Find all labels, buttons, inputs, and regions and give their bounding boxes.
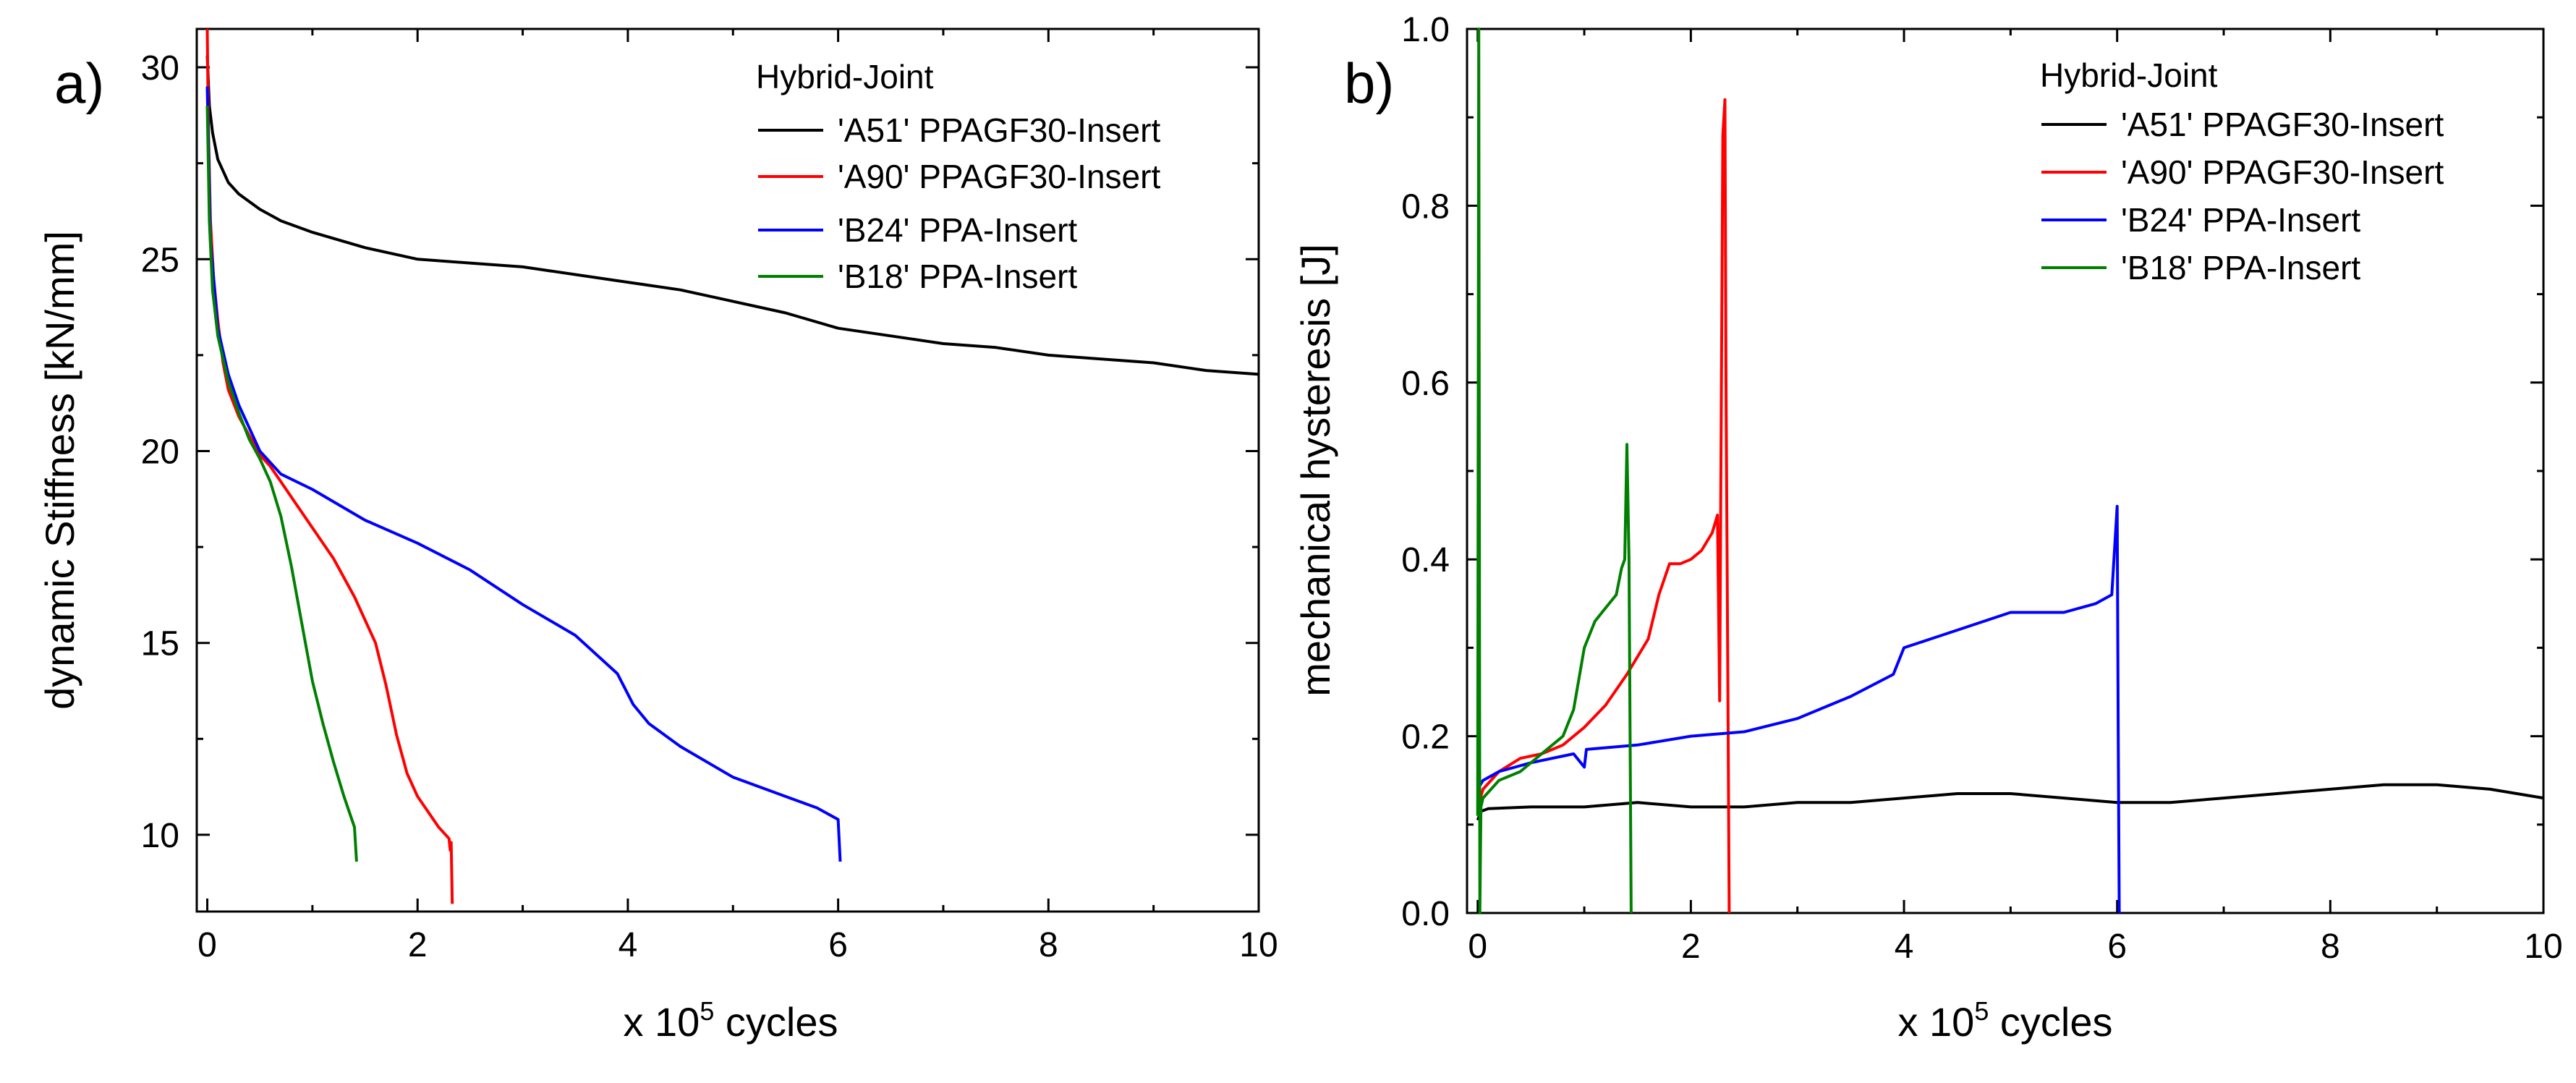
panel-a-x-tick-label: 4: [619, 926, 638, 964]
panel-b-legend-label-b24: 'B24' PPA-Insert: [2121, 201, 2360, 239]
panel-a-x-title-exponent: 5: [700, 996, 714, 1026]
panel-b-x-title-suffix: cycles: [1989, 999, 2112, 1045]
panel-b-y-tick-label: 0.4: [1401, 541, 1450, 579]
panel-b-tick-labels: 0 2 4 6 8 10 0.0 0.2 0.4 0.6 0.8 1.0: [1401, 11, 2562, 966]
panel-a-legend-label-a51: 'A51' PPAGF30-Insert: [838, 111, 1160, 149]
panel-b-y-axis-title: mechanical hysteresis [J]: [1293, 244, 1338, 697]
panel-b-y-tick-label: 0.8: [1401, 187, 1450, 226]
panel-a-x-tick-label: 10: [1239, 926, 1278, 964]
panel-a-legend-label-b18: 'B18' PPA-Insert: [838, 258, 1077, 295]
panel-a-tick-labels: 0 2 4 6 8 10 10 15 20 25 30: [141, 49, 1278, 964]
panel-b-legend-label-a51: 'A51' PPAGF30-Insert: [2121, 106, 2444, 143]
panel-a-legend: Hybrid-Joint 'A51' PPAGF30-Insert 'A90' …: [756, 58, 1160, 295]
panel-b-x-tick-label: 2: [1681, 927, 1701, 966]
panel-b-label: b): [1344, 51, 1394, 115]
panel-a-series-line-b18-ppa-insert: [205, 106, 358, 862]
panel-b-series: [1476, 27, 2544, 914]
panel-b-x-tick-label: 10: [2524, 927, 2562, 966]
panel-b-x-title-prefix: x 10: [1897, 999, 1974, 1045]
panel-a-y-tick-label: 20: [141, 433, 179, 471]
panel-b-y-tick-label: 1.0: [1401, 11, 1450, 49]
panel-b-x-tick-label: 0: [1468, 927, 1487, 966]
panel-b-x-title-exponent: 5: [1974, 996, 1989, 1026]
panel-b-x-tick-label: 4: [1895, 927, 1914, 966]
panel-b-legend-label-b18: 'B18' PPA-Insert: [2121, 249, 2360, 286]
panel-a-y-tick-label: 15: [141, 625, 179, 663]
panel-b-x-tick-label: 8: [2321, 927, 2340, 966]
panel-a-series-line-a51-ppagf30-insert: [205, 56, 1259, 376]
panel-b-legend-label-a90: 'A90' PPAGF30-Insert: [2121, 153, 2444, 191]
panel-a-y-axis-title: dynamic Stiffness [kN/mm]: [37, 231, 82, 710]
panel-a-x-tick-label: 2: [408, 926, 428, 964]
panel-a-y-tick-label: 25: [141, 241, 179, 279]
panel-a-series-line-a90-ppagf30-insert: [205, 28, 454, 904]
panel-b-x-tick-label: 6: [2107, 927, 2127, 966]
panel-b-series-line-a51-ppagf30-insert: [1476, 783, 2544, 821]
panel-b-legend-title: Hybrid-Joint: [2040, 56, 2218, 94]
panel-a-x-tick-label: 0: [197, 926, 217, 964]
panel-a-x-title-suffix: cycles: [714, 999, 838, 1045]
panel-b-ticks: [1467, 27, 2545, 914]
panel-a-y-tick-label: 30: [141, 49, 179, 88]
panel-a-x-tick-label: 6: [828, 926, 848, 964]
panel-a-frame: [195, 27, 1260, 913]
panel-a-label: a): [54, 51, 104, 115]
panel-a-series-line-b24-ppa-insert: [205, 86, 842, 862]
panel-b-y-tick-label: 0.6: [1401, 365, 1450, 403]
panel-b-y-tick-label: 0.2: [1401, 718, 1450, 757]
panel-a-legend-label-b24: 'B24' PPA-Insert: [838, 211, 1077, 249]
panel-a-y-tick-label: 10: [141, 817, 179, 855]
panel-b-series-line-b18-ppa-insert: [1476, 27, 1633, 914]
panel-a-legend-title: Hybrid-Joint: [756, 58, 934, 95]
chart-panel-b: b) 0 2 4 6 8 10 0.0 0.2 0.4 0.6 0.8 1.0 mechanical …: [1293, 11, 2563, 1045]
panel-a-x-title-prefix: x 10: [623, 999, 700, 1045]
chart-panel-a: a) 0 2 4 6 8 10 10 15 20 25 30 dynamic Stiffness […: [37, 27, 1278, 1045]
panel-a-series: [205, 28, 1259, 904]
panel-b-series-line-a90-ppagf30-insert: [1476, 98, 1731, 914]
panel-b-series-line-b24-ppa-insert: [1476, 504, 2121, 914]
panel-a-ticks: [197, 29, 1260, 912]
panel-b-x-axis-title: x 105 cycles: [1897, 996, 2112, 1045]
panel-b-legend: Hybrid-Joint 'A51' PPAGF30-Insert 'A90' …: [2040, 56, 2444, 286]
panel-a-legend-label-a90: 'A90' PPAGF30-Insert: [838, 158, 1160, 195]
panel-b-y-tick-label: 0.0: [1401, 895, 1450, 933]
panel-a-x-axis-title: x 105 cycles: [623, 996, 838, 1045]
panel-a-x-tick-label: 8: [1039, 926, 1058, 964]
